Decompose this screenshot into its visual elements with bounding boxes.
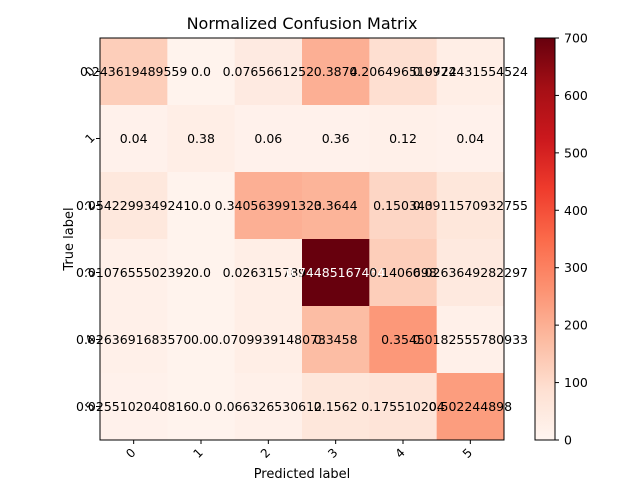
cell-label-r4-c1: 0.0 xyxy=(191,332,211,347)
heatmap-cell-r5-c2 xyxy=(234,373,303,441)
plot-frame xyxy=(99,37,505,441)
cell-label-r3-c1: 0.0 xyxy=(191,265,211,280)
colorbar-tick-label: 100 xyxy=(564,375,588,390)
cell-label-r3-c3: 0.74485167464 xyxy=(286,265,385,280)
cell-label-r0-c5: 0.0974431554524 xyxy=(413,64,528,79)
cell-label-r1-c2: 0.06 xyxy=(254,131,282,146)
heatmap-cell-r4-c1 xyxy=(167,306,236,374)
x-axis-ticks: 0 1 2 3 4 5 xyxy=(123,440,475,461)
heatmap-cell-r1-c2 xyxy=(234,105,303,173)
cell-label-r5-c4: 0.175510204 xyxy=(361,399,445,414)
heatmap-cell-r3-c1 xyxy=(167,239,236,307)
heatmap-cell-r2-c2 xyxy=(234,172,303,240)
cell-label-r5-c2: 0.066326530612 xyxy=(215,399,322,414)
cell-label-r3-c0: 0.0107655502392 xyxy=(76,265,191,280)
chart-title: Normalized Confusion Matrix xyxy=(187,14,418,33)
y-tick-label: 1 xyxy=(82,131,97,146)
colorbar-ticks: 0 100 200 300 400 500 600 700 xyxy=(555,31,588,448)
heatmap-cell-r5-c4 xyxy=(369,373,438,441)
cell-label-r3-c4: 0.1406698 xyxy=(369,265,437,280)
heatmap-cell-r2-c1 xyxy=(167,172,236,240)
heatmap-cell-r0-c0 xyxy=(100,38,168,106)
x-tick-label: 0 xyxy=(123,446,138,461)
heatmap-cell-r2-c4 xyxy=(369,172,438,240)
heatmap-cell-r1-c3 xyxy=(302,105,370,173)
colorbar-tick-label: 600 xyxy=(564,88,588,103)
heatmap-cell-r4-c2 xyxy=(234,306,303,374)
heatmap-cell-r5-c5 xyxy=(436,373,505,441)
colorbar xyxy=(534,37,556,441)
cell-label-r2-c0: 0.0542299349241 xyxy=(76,198,191,213)
cell-label-r1-c4: 0.12 xyxy=(389,131,417,146)
heatmap-cell-r0-c4 xyxy=(369,38,438,106)
heatmap-cell-r4-c4 xyxy=(369,306,438,374)
heatmap-cell-r0-c1 xyxy=(167,38,236,106)
heatmap-cell-r0-c2 xyxy=(234,38,303,106)
x-tick-label: 3 xyxy=(325,446,340,461)
cell-label-r0-c0: 0.243619489559 xyxy=(80,64,187,79)
cell-label-r2-c4: 0.150343 xyxy=(373,198,433,213)
x-tick-label: 5 xyxy=(460,446,475,461)
cell-label-r0-c2: 0.0765661252 xyxy=(223,64,314,79)
cell-label-r4-c3: 0.3458 xyxy=(314,332,358,347)
heatmap-cells xyxy=(100,38,505,441)
heatmap-cell-r1-c5 xyxy=(436,105,505,173)
heatmap-cell-r5-c3 xyxy=(302,373,370,441)
cell-label-r3-c2: 0.0263157894 xyxy=(223,265,315,280)
heatmap-cell-r0-c3 xyxy=(302,38,370,106)
heatmap-cell-r2-c0 xyxy=(100,172,168,240)
x-tick-label: 4 xyxy=(393,446,408,461)
heatmap-cell-r4-c5 xyxy=(436,306,505,374)
colorbar-tick-label: 400 xyxy=(564,203,588,218)
cell-label-r0-c4: 0.206496519722 xyxy=(349,64,456,79)
cell-label-r1-c0: 0.04 xyxy=(120,131,148,146)
heatmap-cell-r5-c1 xyxy=(167,373,236,441)
heatmap-cell-r2-c5 xyxy=(436,172,505,240)
heatmap-cell-r5-c0 xyxy=(100,373,168,441)
heatmap-cell-r3-c0 xyxy=(100,239,168,307)
cell-label-r2-c2: 0.340563991323 xyxy=(215,198,322,213)
colorbar-tick-label: 700 xyxy=(564,31,588,46)
heatmap-cell-r4-c3 xyxy=(302,306,370,374)
cell-label-r2-c5: 0.0911570932755 xyxy=(413,198,528,213)
cell-label-r0-c3: 0.3874 xyxy=(314,64,358,79)
cell-label-r1-c3: 0.36 xyxy=(322,131,350,146)
cell-label-r5-c3: 0.1562 xyxy=(314,399,358,414)
cell-label-r2-c1: 0.0 xyxy=(191,198,211,213)
heatmap-cell-r2-c3 xyxy=(302,172,370,240)
cell-label-r1-c5: 0.04 xyxy=(456,131,484,146)
cell-label-r2-c3: 0.3644 xyxy=(314,198,358,213)
heatmap-cell-r0-c5 xyxy=(436,38,505,106)
cell-label-r1-c1: 0.38 xyxy=(187,131,215,146)
y-axis-label: True label xyxy=(62,207,77,271)
x-tick-label: 2 xyxy=(258,446,273,461)
cell-label-r3-c5: 0.0263649282297 xyxy=(413,265,528,280)
heatmap-cell-r1-c1 xyxy=(167,105,236,173)
heatmap-cell-r1-c0 xyxy=(100,105,168,173)
colorbar-tick-label: 0 xyxy=(564,433,572,448)
cell-label-r0-c1: 0.0 xyxy=(191,64,211,79)
cell-label-r5-c5: 0.502244898 xyxy=(429,399,513,414)
cell-label-r5-c1: 0.0 xyxy=(191,399,211,414)
colorbar-tick-label: 300 xyxy=(564,260,588,275)
x-axis-label: Predicted label xyxy=(254,467,351,480)
cell-label-r4-c2: 0.0709939148073 xyxy=(211,332,326,347)
cell-label-r4-c0: 0.0263691683570 xyxy=(76,332,191,347)
cell-label-r4-c5: 0.0182555780933 xyxy=(413,332,528,347)
heatmap-cell-r4-c0 xyxy=(100,306,168,374)
x-tick-label: 1 xyxy=(191,446,206,461)
heatmap-cell-r3-c2 xyxy=(234,239,303,307)
cell-label-r4-c4: 0.3545 xyxy=(381,332,425,347)
heatmap-cell-r3-c5 xyxy=(436,239,505,307)
heatmap-cell-r1-c4 xyxy=(369,105,438,173)
heatmap-cell-r3-c3 xyxy=(302,239,370,307)
colorbar-tick-label: 500 xyxy=(564,145,588,160)
colorbar-tick-label: 200 xyxy=(564,318,588,333)
heatmap-cell-r3-c4 xyxy=(369,239,438,307)
cell-label-r5-c0: 0.0255102040816 xyxy=(76,399,191,414)
heatmap-cell-labels: 0.243619489559 0.0 0.0765661252 0.38740.206… xyxy=(76,64,528,414)
